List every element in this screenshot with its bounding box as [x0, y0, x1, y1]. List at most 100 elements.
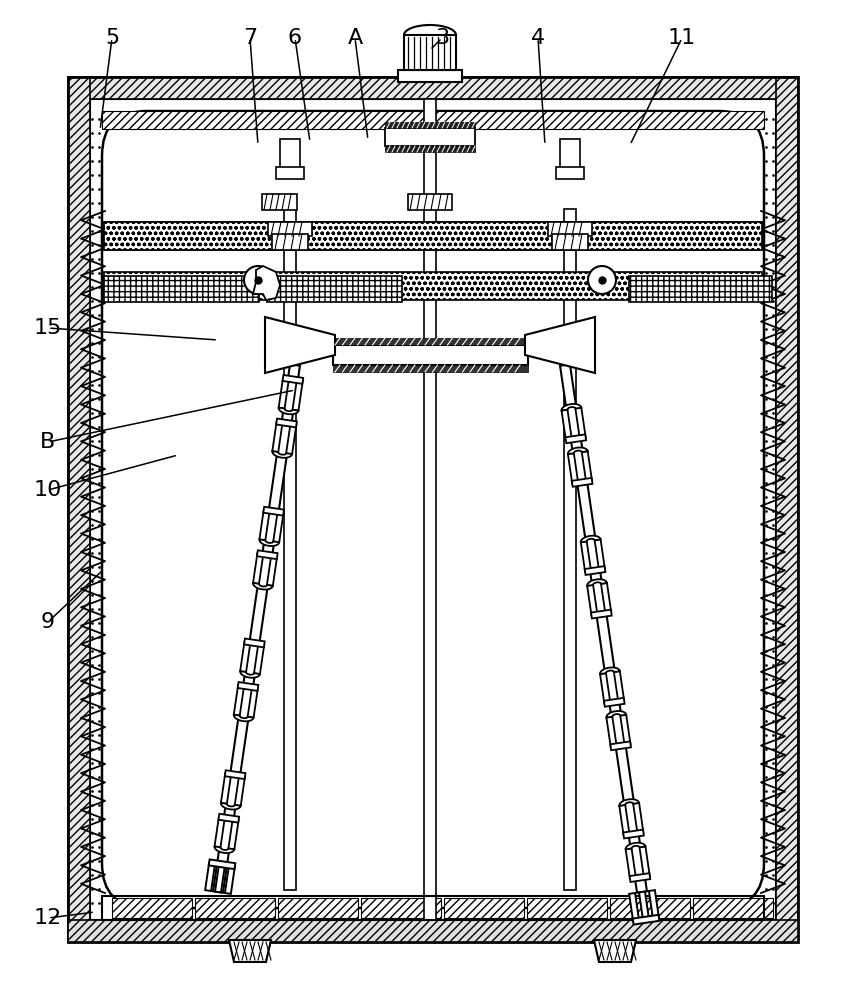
Bar	[692, 898, 772, 918]
Bar	[555, 167, 583, 179]
Text: 12: 12	[34, 908, 62, 928]
Polygon shape	[524, 317, 594, 373]
Polygon shape	[263, 507, 283, 516]
Bar	[268, 222, 312, 236]
Polygon shape	[233, 715, 253, 721]
Polygon shape	[625, 848, 635, 879]
Bar	[90, 99, 775, 920]
Bar	[385, 122, 474, 128]
Polygon shape	[561, 410, 571, 440]
Polygon shape	[225, 865, 235, 894]
Polygon shape	[244, 639, 264, 647]
Polygon shape	[560, 364, 647, 893]
Bar	[775, 77, 797, 942]
Polygon shape	[600, 583, 610, 614]
Bar	[560, 139, 579, 169]
Polygon shape	[613, 671, 623, 702]
Bar	[68, 920, 797, 942]
Polygon shape	[259, 539, 279, 546]
Polygon shape	[225, 770, 245, 779]
Polygon shape	[214, 846, 234, 853]
Text: 9: 9	[40, 612, 55, 632]
Text: B: B	[40, 432, 56, 452]
Polygon shape	[247, 687, 257, 718]
Polygon shape	[632, 915, 659, 925]
Polygon shape	[639, 846, 649, 877]
Bar	[276, 167, 304, 179]
Bar	[610, 898, 689, 918]
Bar	[262, 194, 297, 210]
Bar	[278, 898, 357, 918]
Polygon shape	[605, 717, 616, 747]
Polygon shape	[610, 741, 630, 750]
Text: 6: 6	[288, 28, 301, 48]
Polygon shape	[571, 478, 592, 487]
Polygon shape	[620, 715, 629, 745]
Bar	[195, 898, 275, 918]
Polygon shape	[208, 859, 235, 869]
Bar	[283, 209, 295, 890]
Polygon shape	[625, 843, 645, 849]
Polygon shape	[623, 830, 643, 838]
Bar	[68, 77, 90, 942]
Polygon shape	[286, 424, 296, 454]
Polygon shape	[259, 510, 269, 540]
Bar	[548, 222, 592, 236]
Polygon shape	[586, 585, 597, 616]
Polygon shape	[618, 799, 638, 806]
Bar	[332, 345, 528, 365]
Polygon shape	[253, 553, 263, 584]
Polygon shape	[220, 773, 231, 804]
Polygon shape	[264, 317, 335, 373]
Polygon shape	[218, 814, 238, 823]
Polygon shape	[591, 610, 611, 618]
Bar	[563, 209, 575, 890]
Polygon shape	[238, 682, 258, 691]
Polygon shape	[599, 667, 619, 674]
Bar	[104, 222, 761, 250]
Polygon shape	[580, 536, 600, 542]
Bar	[629, 276, 771, 302]
Polygon shape	[586, 579, 606, 586]
Polygon shape	[229, 940, 270, 962]
Bar	[280, 139, 300, 169]
Bar	[385, 128, 474, 146]
Bar	[404, 35, 455, 70]
Polygon shape	[267, 555, 277, 586]
Polygon shape	[605, 711, 625, 718]
Bar	[407, 194, 451, 210]
Polygon shape	[282, 375, 303, 384]
Polygon shape	[233, 685, 244, 716]
Polygon shape	[240, 641, 251, 672]
Bar	[332, 338, 528, 345]
Polygon shape	[618, 805, 629, 835]
Polygon shape	[593, 940, 635, 962]
Bar	[104, 272, 761, 300]
Bar	[68, 920, 797, 942]
Text: 11: 11	[667, 28, 696, 48]
Text: 4: 4	[530, 28, 544, 48]
Bar	[104, 222, 761, 250]
Text: A: A	[347, 28, 362, 48]
Polygon shape	[240, 671, 260, 678]
Polygon shape	[567, 447, 587, 454]
Polygon shape	[633, 803, 642, 833]
Bar	[112, 898, 192, 918]
Polygon shape	[276, 419, 296, 427]
Text: 10: 10	[34, 480, 62, 500]
Polygon shape	[213, 364, 300, 893]
Bar	[68, 77, 797, 99]
Bar	[102, 896, 763, 920]
Polygon shape	[257, 550, 277, 559]
Polygon shape	[234, 775, 245, 806]
Bar	[551, 234, 587, 250]
Polygon shape	[565, 434, 585, 443]
Polygon shape	[604, 698, 624, 707]
Circle shape	[244, 266, 272, 294]
Polygon shape	[561, 404, 580, 411]
Bar	[272, 234, 307, 250]
Circle shape	[587, 266, 616, 294]
Polygon shape	[254, 643, 264, 674]
Bar	[385, 146, 474, 152]
Text: 5: 5	[105, 28, 119, 48]
